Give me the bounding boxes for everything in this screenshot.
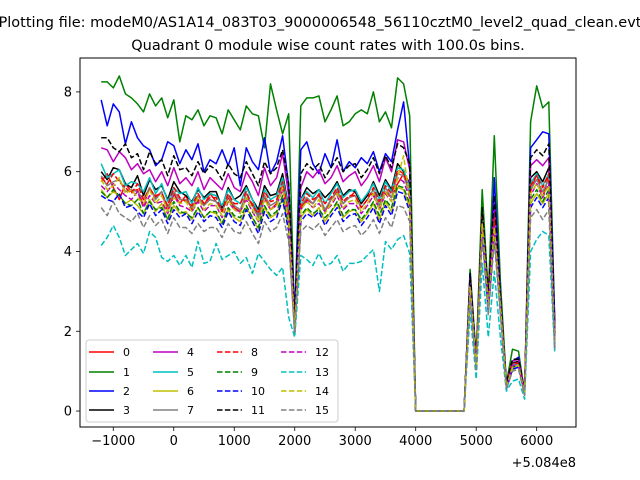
y-tick-label: 0 xyxy=(64,405,72,420)
chart-title: Quadrant 0 module wise count rates with … xyxy=(131,38,525,54)
x-tick-label: 3000 xyxy=(339,434,372,449)
x-tick-label: 5000 xyxy=(460,434,493,449)
x-tick-label: 1000 xyxy=(218,434,251,449)
x-tick-label: 2000 xyxy=(278,434,311,449)
x-axis: −1000 0 1000 2000 3000 4000 5000 6000 xyxy=(91,427,553,449)
legend-label-0: 0 xyxy=(123,346,130,359)
y-tick-label: 4 xyxy=(64,245,72,260)
x-tick-label: 4000 xyxy=(399,434,432,449)
legend-label-6: 6 xyxy=(187,385,194,398)
legend-label-10: 10 xyxy=(251,385,265,398)
legend-label-4: 4 xyxy=(187,346,194,359)
y-tick-label: 8 xyxy=(64,85,72,100)
figure-suptitle: Plotting file: modeM0/AS1A14_083T03_9000… xyxy=(0,15,640,31)
legend-label-11: 11 xyxy=(251,404,265,417)
x-tick-label: 0 xyxy=(170,434,178,449)
series-line-10 xyxy=(100,190,556,412)
y-axis: 0 2 4 6 8 xyxy=(64,85,80,420)
series-layer xyxy=(100,75,556,412)
plot-frame xyxy=(79,57,577,428)
legend-label-12: 12 xyxy=(315,346,329,359)
legend-label-2: 2 xyxy=(123,385,130,398)
x-offset-label: +5.084e8 xyxy=(512,456,576,471)
legend-label-13: 13 xyxy=(315,366,329,379)
legend-box xyxy=(85,339,339,423)
y-tick-label: 6 xyxy=(64,165,72,180)
series-line-13 xyxy=(100,224,556,412)
legend-label-14: 14 xyxy=(315,385,329,398)
legend-label-15: 15 xyxy=(315,404,329,417)
y-tick-label: 2 xyxy=(64,325,72,340)
x-tick-label: 6000 xyxy=(520,434,553,449)
legend-label-5: 5 xyxy=(187,366,194,379)
legend-label-7: 7 xyxy=(187,404,194,417)
legend-label-1: 1 xyxy=(123,366,130,379)
legend-label-9: 9 xyxy=(251,366,258,379)
series-line-15 xyxy=(100,200,556,412)
legend-label-3: 3 xyxy=(123,404,130,417)
legend-label-8: 8 xyxy=(251,346,258,359)
x-tick-label: −1000 xyxy=(91,434,135,449)
